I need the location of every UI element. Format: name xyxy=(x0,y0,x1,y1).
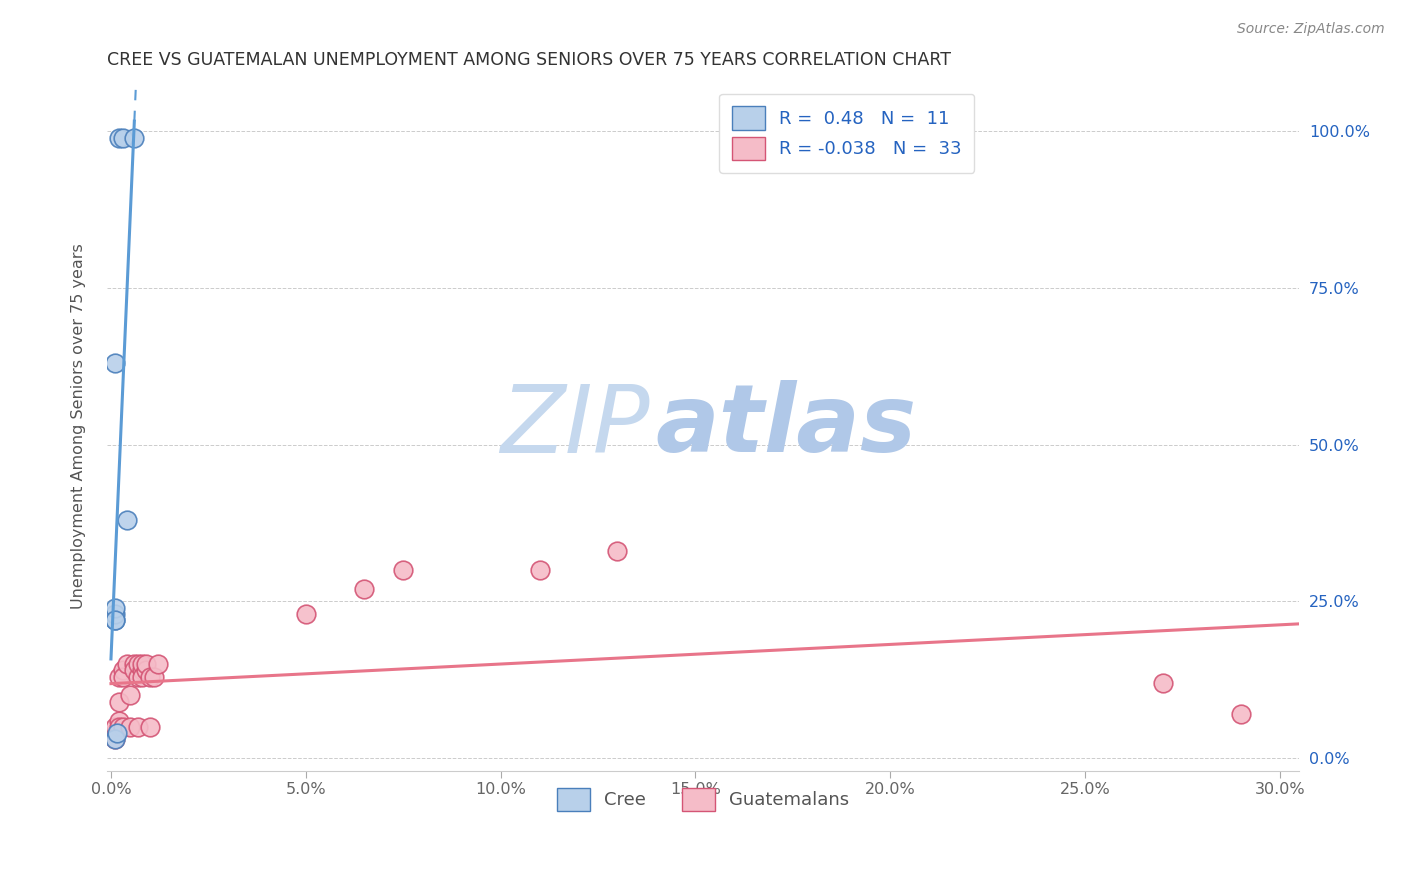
Legend: Cree, Guatemalans: Cree, Guatemalans xyxy=(544,775,862,823)
Point xyxy=(107,695,129,709)
Point xyxy=(529,563,551,577)
Point xyxy=(146,657,169,672)
Point xyxy=(139,670,162,684)
Point xyxy=(104,607,127,621)
Point xyxy=(120,720,142,734)
Point xyxy=(124,657,146,672)
Point xyxy=(107,130,129,145)
Point xyxy=(127,657,149,672)
Point xyxy=(131,657,153,672)
Point xyxy=(104,613,127,627)
Point xyxy=(135,657,157,672)
Point xyxy=(131,670,153,684)
Point xyxy=(392,563,415,577)
Point xyxy=(111,720,134,734)
Point xyxy=(1229,707,1251,722)
Point xyxy=(111,664,134,678)
Point xyxy=(142,670,165,684)
Text: ZIP: ZIP xyxy=(501,381,650,472)
Text: Source: ZipAtlas.com: Source: ZipAtlas.com xyxy=(1237,22,1385,37)
Point xyxy=(131,664,153,678)
Point xyxy=(127,670,149,684)
Text: atlas: atlas xyxy=(655,380,917,472)
Point xyxy=(115,513,138,527)
Point xyxy=(606,544,628,558)
Point xyxy=(105,726,128,740)
Point xyxy=(1152,676,1174,690)
Point xyxy=(111,130,134,145)
Point xyxy=(353,582,375,596)
Point xyxy=(104,613,127,627)
Point xyxy=(115,657,138,672)
Point xyxy=(104,356,127,370)
Point xyxy=(107,720,129,734)
Point xyxy=(107,670,129,684)
Point xyxy=(124,130,146,145)
Point xyxy=(139,720,162,734)
Text: CREE VS GUATEMALAN UNEMPLOYMENT AMONG SENIORS OVER 75 YEARS CORRELATION CHART: CREE VS GUATEMALAN UNEMPLOYMENT AMONG SE… xyxy=(107,51,950,69)
Point xyxy=(107,714,129,728)
Point xyxy=(104,720,127,734)
Point xyxy=(135,664,157,678)
Point xyxy=(104,600,127,615)
Point xyxy=(104,732,127,747)
Point xyxy=(127,720,149,734)
Point xyxy=(104,732,127,747)
Point xyxy=(294,607,316,621)
Point xyxy=(120,689,142,703)
Point xyxy=(104,726,127,740)
Y-axis label: Unemployment Among Seniors over 75 years: Unemployment Among Seniors over 75 years xyxy=(72,244,86,609)
Point xyxy=(104,726,127,740)
Point xyxy=(124,664,146,678)
Point xyxy=(111,670,134,684)
